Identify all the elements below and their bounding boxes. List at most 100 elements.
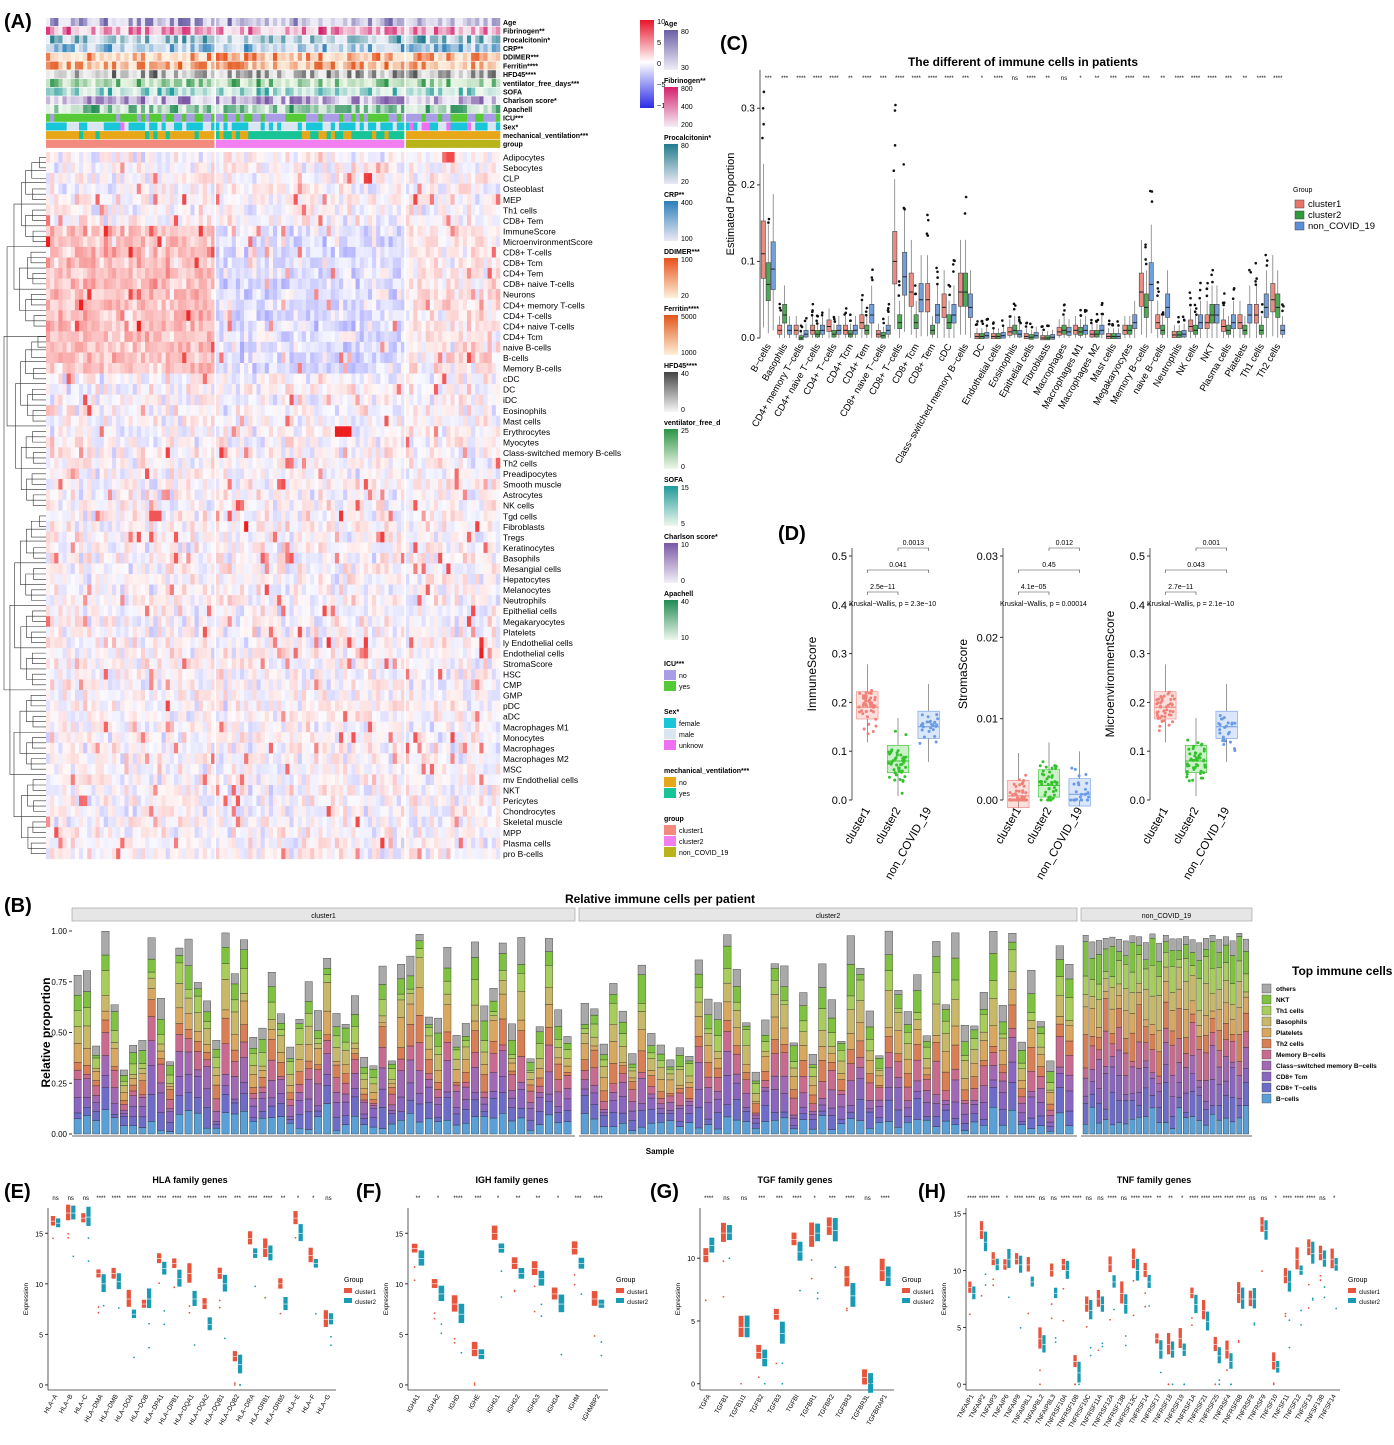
- annotation-cell: [355, 35, 360, 44]
- heatmap-cell: [400, 152, 406, 163]
- heatmap-cell: [405, 173, 410, 184]
- heatmap-cell: [318, 447, 323, 459]
- heatmap-cell: [376, 152, 381, 163]
- heatmap-cell: [400, 236, 406, 248]
- annotation-cell: [326, 139, 332, 148]
- annotation-cell: [413, 113, 418, 122]
- heatmap-cell: [475, 320, 480, 332]
- heatmap-cell: [405, 405, 410, 417]
- heatmap-cell: [58, 215, 63, 227]
- heatmap-cell: [50, 236, 55, 248]
- heatmap-cell: [83, 384, 88, 395]
- heatmap-cell: [322, 363, 327, 374]
- heatmap-cell: [198, 246, 204, 258]
- annotation-cell: [277, 35, 282, 44]
- heatmap-cell: [74, 162, 80, 174]
- annotation-cell: [417, 35, 422, 44]
- heatmap-cell: [339, 289, 344, 300]
- heatmap-cell: [235, 310, 241, 322]
- heatmap-cell: [54, 373, 59, 385]
- annotation-cell: [450, 18, 455, 27]
- heatmap-cell: [293, 320, 299, 332]
- annotation-cell: [458, 122, 464, 131]
- heatmap-cell: [107, 152, 113, 163]
- heatmap-cell: [471, 173, 476, 184]
- annotation-cell: [149, 18, 154, 27]
- heatmap-cell: [223, 331, 228, 343]
- annotation-cell: [330, 122, 336, 131]
- heatmap-cell: [429, 246, 435, 258]
- heatmap-cell: [211, 320, 216, 332]
- heatmap-cell: [70, 394, 76, 406]
- annotation-cell: [227, 26, 233, 35]
- heatmap-cell: [58, 246, 63, 258]
- annotation-cell: [326, 26, 332, 35]
- heatmap-cell: [157, 373, 162, 385]
- heatmap-cell: [458, 457, 464, 469]
- annotation-cell: [318, 87, 323, 96]
- heatmap-cell: [157, 268, 162, 279]
- heatmap-cell: [475, 415, 480, 427]
- annotation-cell: [400, 70, 406, 79]
- annotation-cell: [116, 70, 121, 79]
- heatmap-cell: [301, 384, 307, 395]
- heatmap-cell: [87, 162, 92, 174]
- heatmap-cell: [297, 194, 303, 206]
- annotation-cell: [136, 139, 142, 148]
- annotation-cell: [62, 18, 67, 27]
- heatmap-cell: [120, 436, 125, 448]
- heatmap-cell: [392, 415, 398, 427]
- annotation-cell: [99, 52, 105, 61]
- heatmap-cell: [202, 204, 208, 216]
- heatmap-cell: [128, 236, 133, 248]
- heatmap-cell: [384, 310, 389, 322]
- heatmap-cell: [310, 352, 315, 364]
- heatmap-cell: [396, 363, 402, 374]
- annotation-cell: [466, 78, 472, 87]
- heatmap-cell: [99, 236, 105, 248]
- heatmap-cell: [429, 194, 435, 206]
- annotation-cell: [58, 18, 63, 27]
- heatmap-cell: [334, 310, 340, 322]
- heatmap-cell: [421, 341, 427, 353]
- annotation-cell: [310, 35, 315, 44]
- heatmap-cell: [219, 278, 224, 290]
- heatmap-cell: [483, 426, 488, 438]
- heatmap-cell: [136, 373, 142, 385]
- heatmap-cell: [450, 194, 455, 206]
- heatmap-cell: [219, 320, 224, 332]
- heatmap-cell: [330, 257, 336, 269]
- heatmap-cell: [318, 331, 323, 343]
- heatmap-cell: [182, 363, 187, 374]
- heatmap-cell: [260, 373, 266, 385]
- heatmap-cell: [178, 394, 183, 406]
- annotation-cell: [314, 105, 319, 114]
- heatmap-cell: [466, 384, 472, 395]
- annotation-cell: [124, 70, 129, 79]
- annotation-cell: [285, 105, 290, 114]
- heatmap-cell: [330, 373, 336, 385]
- annotation-cell: [112, 18, 117, 27]
- heatmap-cell: [306, 352, 311, 364]
- heatmap-cell: [248, 415, 253, 427]
- annotation-cell: [483, 44, 488, 53]
- annotation-cell: [495, 131, 501, 140]
- annotation-cell: [231, 26, 237, 35]
- heatmap-cell: [70, 268, 76, 279]
- annotation-cell: [54, 26, 59, 35]
- heatmap-cell: [322, 352, 327, 364]
- annotation-cell: [458, 26, 464, 35]
- heatmap-cell: [248, 194, 253, 206]
- annotation-cell: [165, 131, 171, 140]
- heatmap-cell: [433, 162, 439, 174]
- annotation-cell: [62, 113, 67, 122]
- heatmap-cell: [157, 225, 162, 237]
- annotation-cell: [173, 105, 179, 114]
- heatmap-cell: [417, 341, 422, 353]
- heatmap-cell: [74, 405, 80, 417]
- annotation-cell: [322, 113, 327, 122]
- annotation-cell: [417, 122, 422, 131]
- heatmap-cell: [491, 162, 497, 174]
- heatmap-cell: [124, 331, 129, 343]
- heatmap-cell: [277, 457, 282, 469]
